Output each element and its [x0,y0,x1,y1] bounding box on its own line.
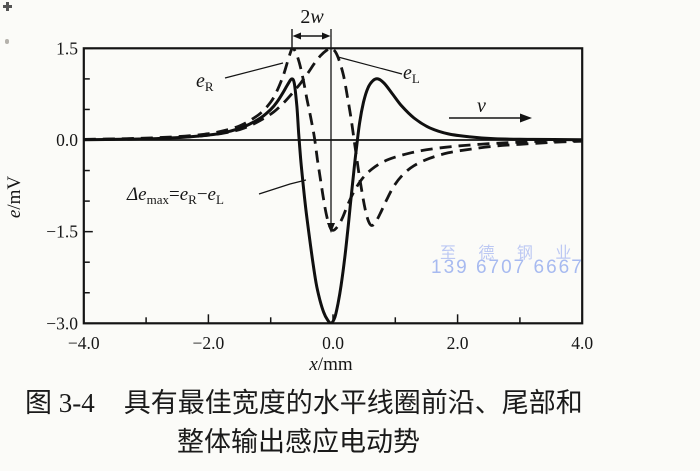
y-axis-unit: /mV [4,175,25,210]
minus-sign: − [196,184,208,205]
delta-pointer-line [258,179,307,195]
x-axis-unit: /mm [317,354,353,375]
caption-text-1: 具有最佳宽度的水平线圈前沿、尾部和 [123,388,583,418]
y-tick-label: 1.5 [56,38,78,58]
er-subscript: R [204,79,214,94]
delta-er-symbol: e [179,184,189,205]
figure-caption-line1: 图 3-4 具有最佳宽度的水平线圈前沿、尾部和 [25,381,583,420]
delta-el-symbol: e [207,184,216,205]
center-line-down-arrowhead [327,223,335,233]
equals-sign: = [168,184,180,205]
delta-emax-equation-label: Δemax=eR−eL [127,184,224,208]
watermark-phone: 139 6707 6667 [431,257,584,278]
y-tick-label: −3.0 [46,313,78,333]
el-curve-label: eL [403,62,420,87]
x-tick-label: −2.0 [193,333,225,353]
scan-speck [3,5,12,8]
y-axis-variable: e [4,209,25,219]
delta-e-symbol: Δe [127,184,147,205]
figure-number: 图 3-4 [25,388,95,418]
gap-width-label: 2w [293,6,331,29]
y-tick-labels: 1.5 0.0 −1.5 −3.0 [46,38,78,333]
curve-er [83,48,583,232]
curve-el [83,48,583,227]
x-tick-label: −4.0 [68,333,100,353]
watermark-company: 至 德 钢 业 [440,245,581,262]
scan-speck [5,39,9,44]
y-tick-label: −1.5 [46,222,78,242]
delta-er-subscript: R [188,192,197,207]
gap-arrowhead-right [322,32,331,40]
x-tick-label: 4.0 [571,333,593,353]
curve-delta [83,77,583,324]
x-tick-labels: −4.0 −2.0 0.0 2.0 4.0 [68,333,593,353]
velocity-arrowhead [520,113,532,123]
gap-number: 2 [300,6,311,28]
gap-variable: w [310,6,324,28]
er-pointer-line [224,62,284,79]
el-subscript: L [411,71,420,86]
y-tick-label: 0.0 [56,130,78,150]
el-pointer-line [337,56,403,75]
x-axis-title: x/mm [300,354,362,376]
delta-el-subscript: L [215,192,224,207]
er-symbol: e [196,70,205,92]
gap-arrowhead-left [292,32,301,40]
y-ticks [83,47,93,325]
figure-caption-line2: 整体输出感应电动势 [177,427,420,457]
el-symbol: e [403,62,412,84]
er-curve-label: eR [196,70,214,95]
x-tick-label: 0.0 [322,333,344,353]
y-axis-title: e/mV [4,155,26,239]
x-tick-label: 2.0 [447,333,469,353]
velocity-label: v [477,95,486,117]
x-axis-variable: x [309,354,318,375]
delta-max-subscript: max [146,192,169,207]
